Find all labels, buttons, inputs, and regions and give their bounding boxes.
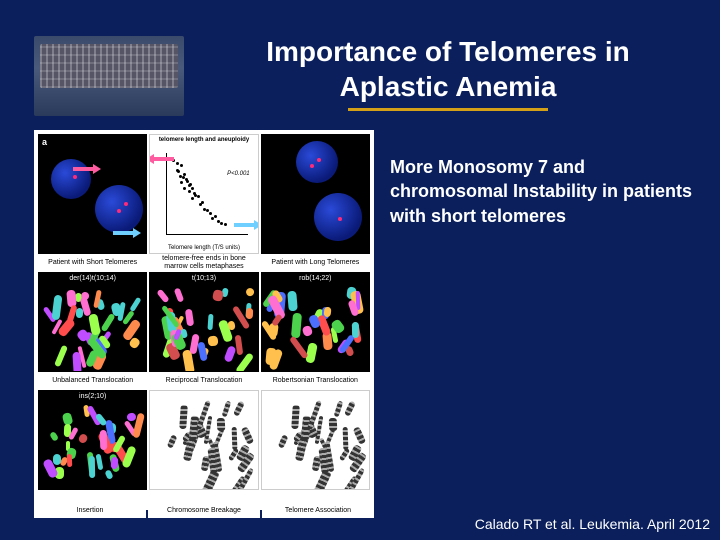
label-long-telomeres: Patient with Long Telomeres — [261, 256, 370, 270]
title-line1: Importance of Telomeres in — [266, 36, 630, 67]
label-e: Robertsonian Translocation — [261, 374, 370, 388]
label-h: Telomere Association — [262, 504, 374, 518]
panel-f-karyotype: ins(2;10) — [38, 390, 147, 490]
scatter-xlabel: Telomere length (T/S units) — [150, 245, 257, 251]
panel-c-karyotype: c der(14)t(10;14) — [38, 272, 147, 372]
building-logo — [34, 36, 184, 116]
label-short-telomeres: Patient with Short Telomeres — [38, 256, 147, 270]
panel-g-breakage — [149, 390, 258, 490]
panel-h-association — [261, 390, 370, 490]
panel-d-karyotype: t(10;13) — [149, 272, 258, 372]
panel-a-left-fish: a — [38, 134, 147, 254]
figure-composite: a telomere length and aneuploidy Telomer… — [34, 130, 374, 510]
label-g: Chromosome Breakage — [148, 504, 260, 518]
scatter-pvalue: P<0.001 — [227, 171, 250, 177]
label-center-bar-title: telomere-free ends in bone marrow cells … — [149, 256, 258, 270]
label-d: Reciprocal Translocation — [149, 374, 258, 388]
citation-text: Calado RT et al. Leukemia. April 2012 — [475, 516, 710, 532]
title-line2: Aplastic Anemia — [340, 71, 557, 102]
sublabel-c: der(14)t(10;14) — [39, 275, 146, 282]
panel-a-center-scatter: telomere length and aneuploidy Telomere … — [149, 134, 258, 254]
title-underline — [348, 108, 548, 111]
label-f: Insertion — [34, 504, 146, 518]
panel-e-karyotype: rob(14;22) — [261, 272, 370, 372]
sublabel-e: rob(14;22) — [262, 275, 369, 282]
sublabel-d: t(10;13) — [150, 275, 257, 282]
scatter-title: telomere length and aneuploidy — [150, 137, 257, 143]
panel-label-a: a — [42, 137, 47, 147]
label-c: Unbalanced Translocation — [38, 374, 147, 388]
caption-text: More Monosomy 7 and chromosomal Instabil… — [390, 155, 700, 228]
slide-title: Importance of Telomeres in Aplastic Anem… — [200, 34, 696, 111]
panel-a-right-fish — [261, 134, 370, 254]
sublabel-f: ins(2;10) — [39, 393, 146, 400]
